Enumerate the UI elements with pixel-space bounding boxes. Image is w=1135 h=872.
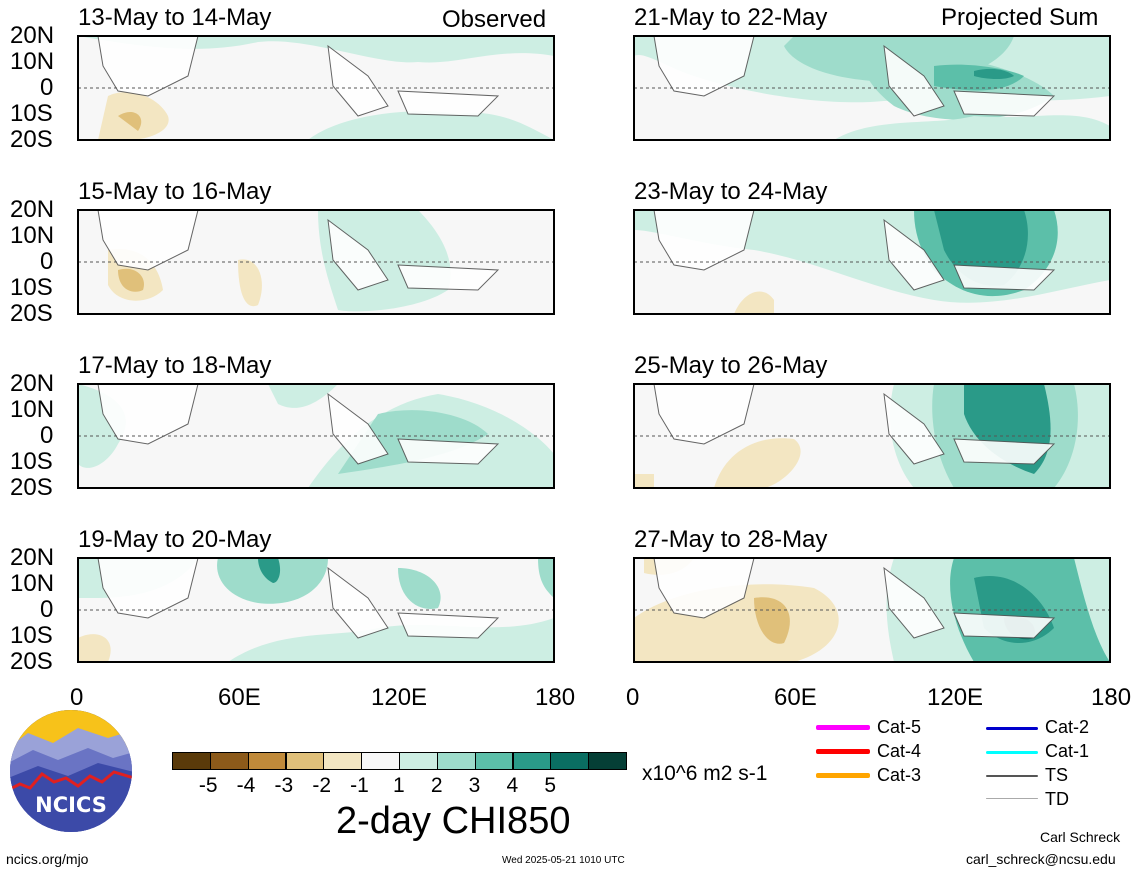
logo-text: NCICS xyxy=(35,793,107,817)
lat-label: 20S xyxy=(10,300,53,327)
colorbar-swatch xyxy=(323,752,363,770)
map-panel xyxy=(633,383,1111,489)
lat-label: 10S xyxy=(10,100,53,127)
legend-swatch-cat1 xyxy=(986,751,1038,754)
map-panel xyxy=(77,383,555,489)
colorbar-swatch xyxy=(399,752,438,770)
lon-label: 180 xyxy=(535,684,576,711)
colorbar-label: -4 xyxy=(236,774,256,797)
colorbar-label: 5 xyxy=(544,774,557,797)
lat-label: 20N xyxy=(10,370,55,397)
colorbar-swatch xyxy=(172,752,211,770)
panel-title: 25-May to 26-May xyxy=(634,352,828,379)
legend-label-cat5: Cat-5 xyxy=(877,717,922,737)
colorbar-swatch xyxy=(550,752,590,770)
map-panel xyxy=(633,35,1111,141)
legend-label-td: TD xyxy=(1045,789,1069,809)
legend-label-cat2: Cat-2 xyxy=(1045,717,1090,737)
legend-swatch-td xyxy=(986,798,1038,799)
lat-label: 0 xyxy=(40,74,54,101)
colorbar-swatch xyxy=(209,752,249,770)
lon-label: 60E xyxy=(218,684,261,711)
panel-tag-projected: Projected Sum xyxy=(941,4,1099,31)
lat-label: 20S xyxy=(10,474,53,501)
map-panel xyxy=(77,209,555,315)
colorbar-swatch xyxy=(436,752,476,770)
lat-label: 20N xyxy=(10,544,55,571)
map-panel xyxy=(633,209,1111,315)
lon-label: 120E xyxy=(927,684,984,711)
lat-label: 20S xyxy=(10,126,53,153)
lon-label: 180 xyxy=(1091,684,1132,711)
lat-label: 0 xyxy=(40,422,54,449)
colorbar-units: x10^6 m2 s-1 xyxy=(642,762,768,785)
footer-url: ncics.org/mjo xyxy=(6,851,89,867)
lat-label: 10N xyxy=(10,222,55,249)
lat-label: 10S xyxy=(10,448,53,475)
lat-label: 10S xyxy=(10,622,53,649)
colorbar-label: 2 xyxy=(430,774,443,797)
colorbar-swatch xyxy=(247,752,287,770)
panel-title: 23-May to 24-May xyxy=(634,178,828,205)
panel-tag-observed: Observed xyxy=(442,6,547,33)
colorbar-label: 1 xyxy=(393,774,405,797)
legend-swatch-cat5 xyxy=(816,725,870,730)
panel-title: 27-May to 28-May xyxy=(634,526,828,553)
footer-author: Carl Schreck xyxy=(1040,829,1121,845)
colorbar-swatch xyxy=(512,752,552,770)
lat-label: 0 xyxy=(40,596,54,623)
legend-label-cat3: Cat-3 xyxy=(877,765,922,785)
colorbar-label: -1 xyxy=(350,774,369,797)
legend-swatch-cat4 xyxy=(816,749,870,754)
colorbar xyxy=(172,752,627,772)
panel-title: 19-May to 20-May xyxy=(78,526,272,553)
legend-swatch-cat2 xyxy=(986,727,1038,730)
legend-label-cat4: Cat-4 xyxy=(877,741,922,761)
colorbar-label: -5 xyxy=(198,774,218,797)
panel-title: 17-May to 18-May xyxy=(78,352,272,379)
footer-timestamp: Wed 2025-05-21 1010 UTC xyxy=(502,855,625,866)
lat-label: 20N xyxy=(10,196,55,223)
colorbar-swatch xyxy=(285,752,325,770)
lat-label: 20N xyxy=(10,22,55,49)
colorbar-label: 3 xyxy=(468,774,481,797)
panel-title: 13-May to 14-May xyxy=(78,4,272,31)
colorbar-swatch xyxy=(588,752,627,770)
colorbar-label: -3 xyxy=(274,774,294,797)
legend-label-cat1: Cat-1 xyxy=(1045,741,1090,761)
colorbar-label: 4 xyxy=(506,774,519,797)
panel-title: 21-May to 22-May xyxy=(634,4,828,31)
footer-email: carl_schreck@ncsu.edu xyxy=(966,851,1116,867)
lon-label: 0 xyxy=(626,684,640,711)
legend-label-ts: TS xyxy=(1045,765,1069,785)
lon-label: 0 xyxy=(70,684,84,711)
lat-label: 10N xyxy=(10,570,55,597)
lat-label: 10S xyxy=(10,274,53,301)
ncics-logo: NCICS xyxy=(8,708,134,834)
colorbar-swatch xyxy=(361,752,400,770)
map-panel xyxy=(77,557,555,663)
legend-swatch-cat3 xyxy=(816,773,870,778)
lat-label: 10N xyxy=(10,396,55,423)
legend-swatch-ts xyxy=(986,775,1038,777)
lat-label: 20S xyxy=(10,648,53,675)
panel-title: 15-May to 16-May xyxy=(78,178,272,205)
colorbar-label: -2 xyxy=(312,774,332,797)
colorbar-swatch xyxy=(474,752,514,770)
lat-label: 0 xyxy=(40,248,54,275)
figure-title: 2-day CHI850 xyxy=(336,800,571,842)
lat-label: 10N xyxy=(10,48,55,75)
lon-label: 60E xyxy=(774,684,817,711)
map-panel xyxy=(77,35,555,141)
map-panel xyxy=(633,557,1111,663)
lon-label: 120E xyxy=(371,684,428,711)
